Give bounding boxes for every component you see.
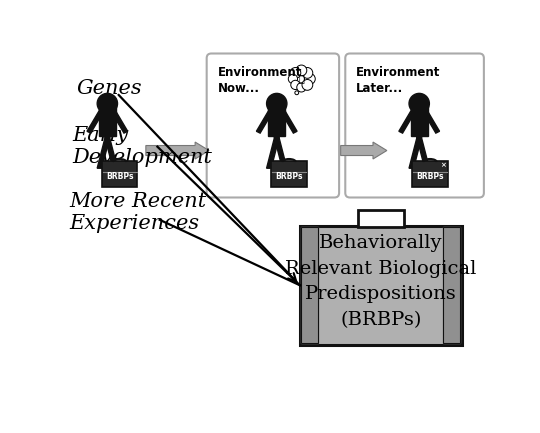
Bar <box>301 227 319 343</box>
Bar <box>357 210 404 227</box>
Polygon shape <box>424 111 440 133</box>
Bar <box>301 227 319 343</box>
Polygon shape <box>399 111 415 133</box>
Polygon shape <box>105 136 118 168</box>
Polygon shape <box>112 111 127 133</box>
Polygon shape <box>97 136 110 168</box>
Text: BRBPs: BRBPs <box>275 171 303 181</box>
Polygon shape <box>341 142 387 159</box>
Text: Environment
Now...: Environment Now... <box>218 66 302 95</box>
Polygon shape <box>416 136 429 168</box>
Circle shape <box>296 84 302 89</box>
Circle shape <box>302 68 313 78</box>
Bar <box>443 227 460 343</box>
Circle shape <box>295 91 299 95</box>
Circle shape <box>305 74 315 84</box>
Polygon shape <box>256 111 272 133</box>
FancyBboxPatch shape <box>412 161 448 187</box>
Text: Early
Development: Early Development <box>73 126 213 167</box>
Circle shape <box>290 68 301 78</box>
Circle shape <box>267 94 287 114</box>
Polygon shape <box>281 111 297 133</box>
Polygon shape <box>146 142 209 159</box>
Circle shape <box>291 80 300 90</box>
Circle shape <box>288 74 298 84</box>
Bar <box>443 227 460 343</box>
FancyBboxPatch shape <box>272 161 307 187</box>
Circle shape <box>296 65 307 76</box>
Circle shape <box>409 94 429 114</box>
FancyBboxPatch shape <box>300 226 462 345</box>
Text: 🐘: 🐘 <box>299 73 305 83</box>
Circle shape <box>297 83 306 92</box>
FancyBboxPatch shape <box>207 54 339 197</box>
Polygon shape <box>274 136 287 168</box>
Text: Genes: Genes <box>77 79 142 98</box>
Polygon shape <box>409 136 422 168</box>
Text: BRBPs: BRBPs <box>416 171 444 181</box>
Circle shape <box>97 94 118 114</box>
Polygon shape <box>87 111 103 133</box>
Text: BRBPs: BRBPs <box>106 171 133 181</box>
FancyBboxPatch shape <box>102 161 137 187</box>
Polygon shape <box>267 136 280 168</box>
Circle shape <box>292 69 312 89</box>
Text: More Recent
Experiences: More Recent Experiences <box>69 192 206 233</box>
FancyBboxPatch shape <box>345 54 484 197</box>
Bar <box>99 107 116 136</box>
Text: ×: × <box>440 162 446 168</box>
Text: Environment
Later...: Environment Later... <box>356 66 441 95</box>
Bar <box>411 107 428 136</box>
Text: Behaviorally
Relevant Biological
Predispositions
(BRBPs): Behaviorally Relevant Biological Predisp… <box>285 234 476 329</box>
Bar <box>268 107 285 136</box>
Circle shape <box>302 80 313 90</box>
